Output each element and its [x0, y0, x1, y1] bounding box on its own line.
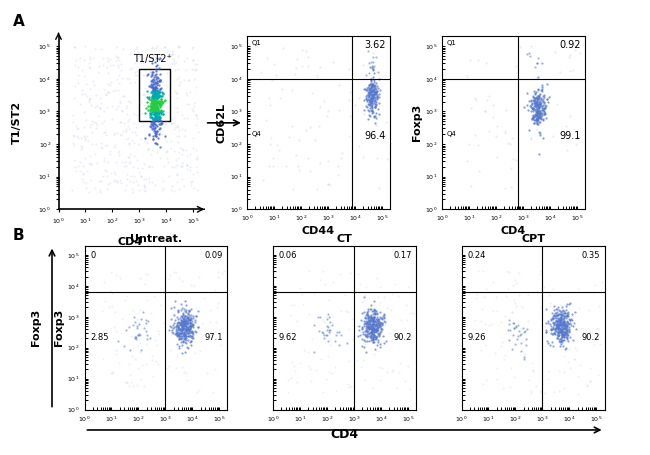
Text: 99.1: 99.1	[560, 131, 580, 142]
Text: Foxp3: Foxp3	[31, 309, 41, 346]
Text: T1/ST2⁺: T1/ST2⁺	[133, 54, 172, 64]
Text: 0.06: 0.06	[279, 251, 297, 260]
Text: A: A	[13, 14, 25, 29]
Text: 97.1: 97.1	[205, 333, 223, 342]
Bar	[140, 69, 170, 121]
Y-axis label: CD62L: CD62L	[217, 103, 227, 143]
Text: 0.35: 0.35	[582, 251, 600, 260]
Title: CT: CT	[337, 233, 352, 243]
Text: 96.4: 96.4	[365, 131, 385, 142]
Y-axis label: Foxp3: Foxp3	[412, 104, 422, 142]
Text: B: B	[13, 228, 25, 243]
Text: 3.62: 3.62	[364, 40, 385, 50]
Text: 0.92: 0.92	[559, 40, 580, 50]
X-axis label: CD44: CD44	[302, 226, 335, 236]
Text: 0: 0	[90, 251, 96, 260]
Text: Q4: Q4	[252, 131, 261, 137]
Y-axis label: T1/ST2: T1/ST2	[12, 101, 21, 144]
Title: Untreat.: Untreat.	[130, 233, 182, 243]
Text: 0.17: 0.17	[393, 251, 411, 260]
X-axis label: CD4: CD4	[501, 226, 526, 236]
Text: 90.2: 90.2	[582, 333, 600, 342]
Text: 2.85: 2.85	[90, 333, 109, 342]
Text: 90.2: 90.2	[393, 333, 411, 342]
X-axis label: CD4: CD4	[118, 238, 142, 248]
Text: 9.26: 9.26	[467, 333, 486, 342]
Text: 0.09: 0.09	[205, 251, 223, 260]
Title: CPT: CPT	[521, 233, 545, 243]
Text: 9.62: 9.62	[279, 333, 297, 342]
Text: CD4: CD4	[330, 428, 359, 441]
Text: Q1: Q1	[252, 40, 261, 46]
Text: Q1: Q1	[447, 40, 456, 46]
Text: Q4: Q4	[447, 131, 456, 137]
Y-axis label: Foxp3: Foxp3	[55, 309, 64, 346]
Text: 0.24: 0.24	[467, 251, 486, 260]
